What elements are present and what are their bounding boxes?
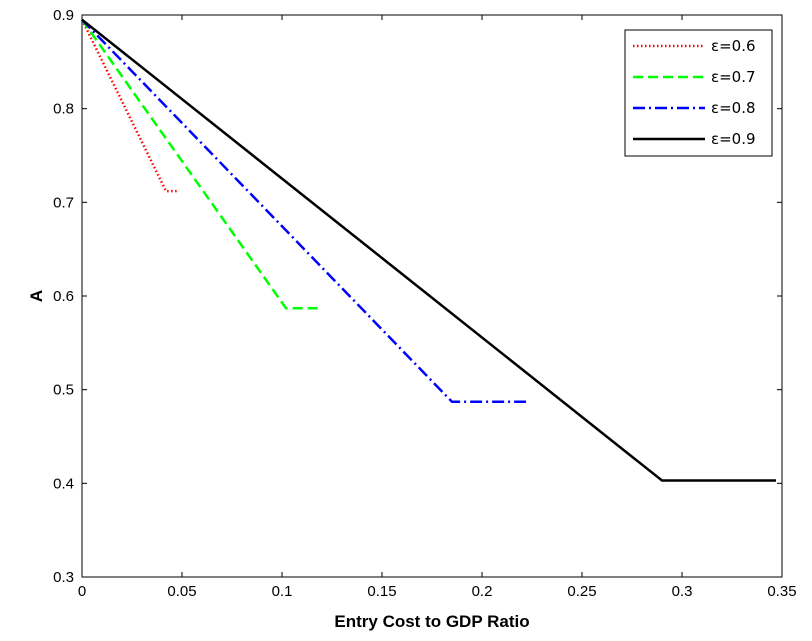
x-tick-label: 0.05 (167, 583, 196, 600)
legend-label: ε=0.7 (711, 68, 756, 86)
legend-box (624, 29, 773, 157)
y-tick-label: 0.4 (53, 475, 74, 492)
x-tick-label: 0.1 (272, 583, 293, 600)
x-tick-label: 0 (78, 583, 86, 600)
y-tick-label: 0.8 (53, 101, 74, 118)
legend-label: ε=0.9 (711, 130, 756, 148)
y-axis-title: A (27, 290, 46, 302)
series-line-3 (81, 18, 526, 404)
legend-label: ε=0.8 (711, 99, 756, 117)
series-line-2 (80, 18, 322, 310)
x-axis-title: Entry Cost to GDP Ratio (334, 612, 529, 631)
y-tick-label: 0.6 (53, 288, 74, 305)
x-tick-label: 0.25 (567, 583, 596, 600)
y-tick-label: 0.9 (53, 7, 74, 24)
y-tick-label: 0.3 (53, 569, 74, 586)
series-line-4 (81, 18, 776, 482)
legend: ε=0.6 ε=0.7 ε=0.8 ε=0.9 (624, 29, 773, 157)
x-tick-label: 0.3 (672, 583, 693, 600)
x-tick-label: 0.15 (367, 583, 396, 600)
legend-label: ε=0.6 (711, 37, 756, 55)
series-layer (80, 18, 776, 482)
y-tick-label: 0.5 (53, 382, 74, 399)
x-tick-label: 0.2 (472, 583, 493, 600)
y-tick-label: 0.7 (53, 194, 74, 211)
axis-ticks: 0 0.05 0.1 0.15 0.2 0.25 0.3 0.35 0.3 0.4 0.5 0.6 0.… (53, 7, 796, 600)
x-tick-label: 0.35 (767, 583, 796, 600)
